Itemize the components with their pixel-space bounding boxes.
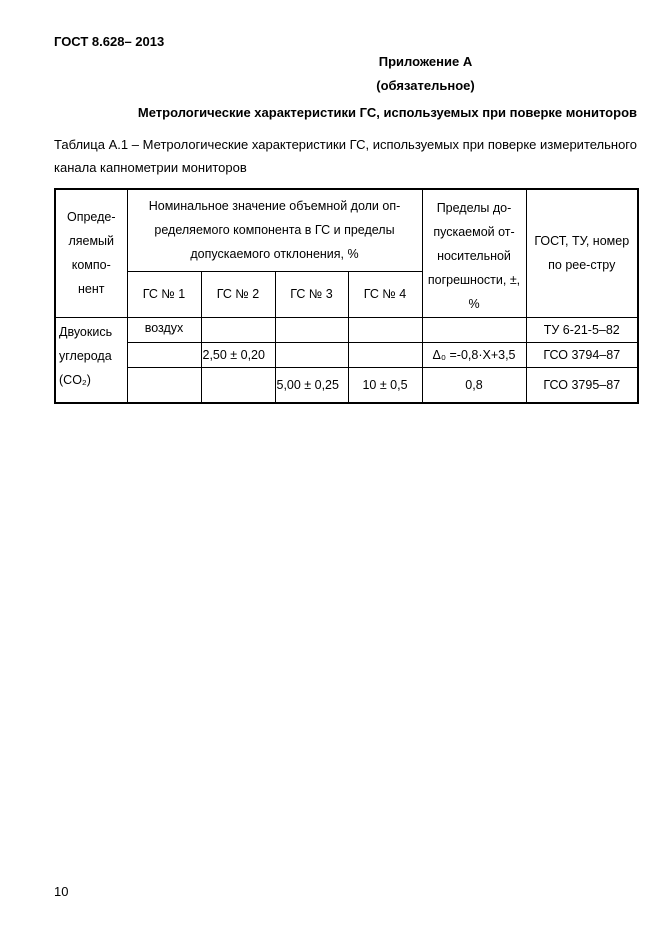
gs3-cell: 5,00 ± 0,25 — [274, 366, 349, 404]
page-number: 10 — [54, 884, 69, 899]
header-component: Опреде-ляемый компо-нент — [54, 188, 128, 318]
header-gs3: ГС № 3 — [274, 270, 349, 318]
header-standard: ГОСТ, ТУ, номер по рее-стру — [525, 188, 639, 318]
header-gs1: ГС № 1 — [126, 270, 202, 318]
header-error: Пределы до-пускаемой от-носительной погр… — [421, 188, 527, 318]
table-row: 2,50 ± 0,20 Δ₀ =-0,8·X+3,5 ГСО 3794–87 — [55, 341, 639, 368]
gs3-cell — [274, 316, 349, 343]
table-row: Двуокись углерода (CO₂) воздух ТУ 6-21-5… — [54, 316, 639, 404]
document-id: ГОСТ 8.628– 2013 — [54, 34, 165, 49]
standard-cell: ГСО 3794–87 — [525, 341, 639, 368]
gs1-cell — [126, 341, 202, 368]
gs3-cell — [274, 341, 349, 368]
header-gs2: ГС № 2 — [200, 270, 276, 318]
table-caption: Таблица А.1 – Метрологические характерис… — [54, 137, 637, 175]
error-cell: Δ₀ =-0,8·X+3,5 — [421, 341, 527, 368]
appendix-status: (обязательное) — [376, 78, 475, 93]
table-row: 5,00 ± 0,25 10 ± 0,5 0,8 ГСО 3795–87 — [55, 366, 639, 404]
gs1-cell — [126, 366, 202, 404]
gs2-cell — [200, 366, 276, 404]
gs4-cell — [347, 316, 423, 343]
error-cell — [421, 316, 527, 343]
gs1-cell: воздух — [126, 316, 202, 343]
appendix-title: Приложение А — [378, 54, 473, 69]
gs2-cell: 2,50 ± 0,20 — [200, 341, 276, 368]
header-nominal: Номинальное значение объемной доли оп-ре… — [126, 188, 423, 272]
metrology-table: Опреде-ляемый компо-нент Номинальное зна… — [54, 188, 639, 404]
gs2-cell — [200, 316, 276, 343]
gs4-cell: 10 ± 0,5 — [347, 366, 423, 404]
error-cell: 0,8 — [421, 366, 527, 404]
section-title: Метрологические характеристики ГС, испол… — [137, 105, 637, 120]
gs4-cell — [347, 341, 423, 368]
component-cell: Двуокись углерода (CO₂) — [54, 316, 128, 404]
standard-cell: ТУ 6-21-5–82 — [525, 316, 639, 343]
standard-cell: ГСО 3795–87 — [525, 366, 639, 404]
header-gs4: ГС № 4 — [347, 270, 423, 318]
